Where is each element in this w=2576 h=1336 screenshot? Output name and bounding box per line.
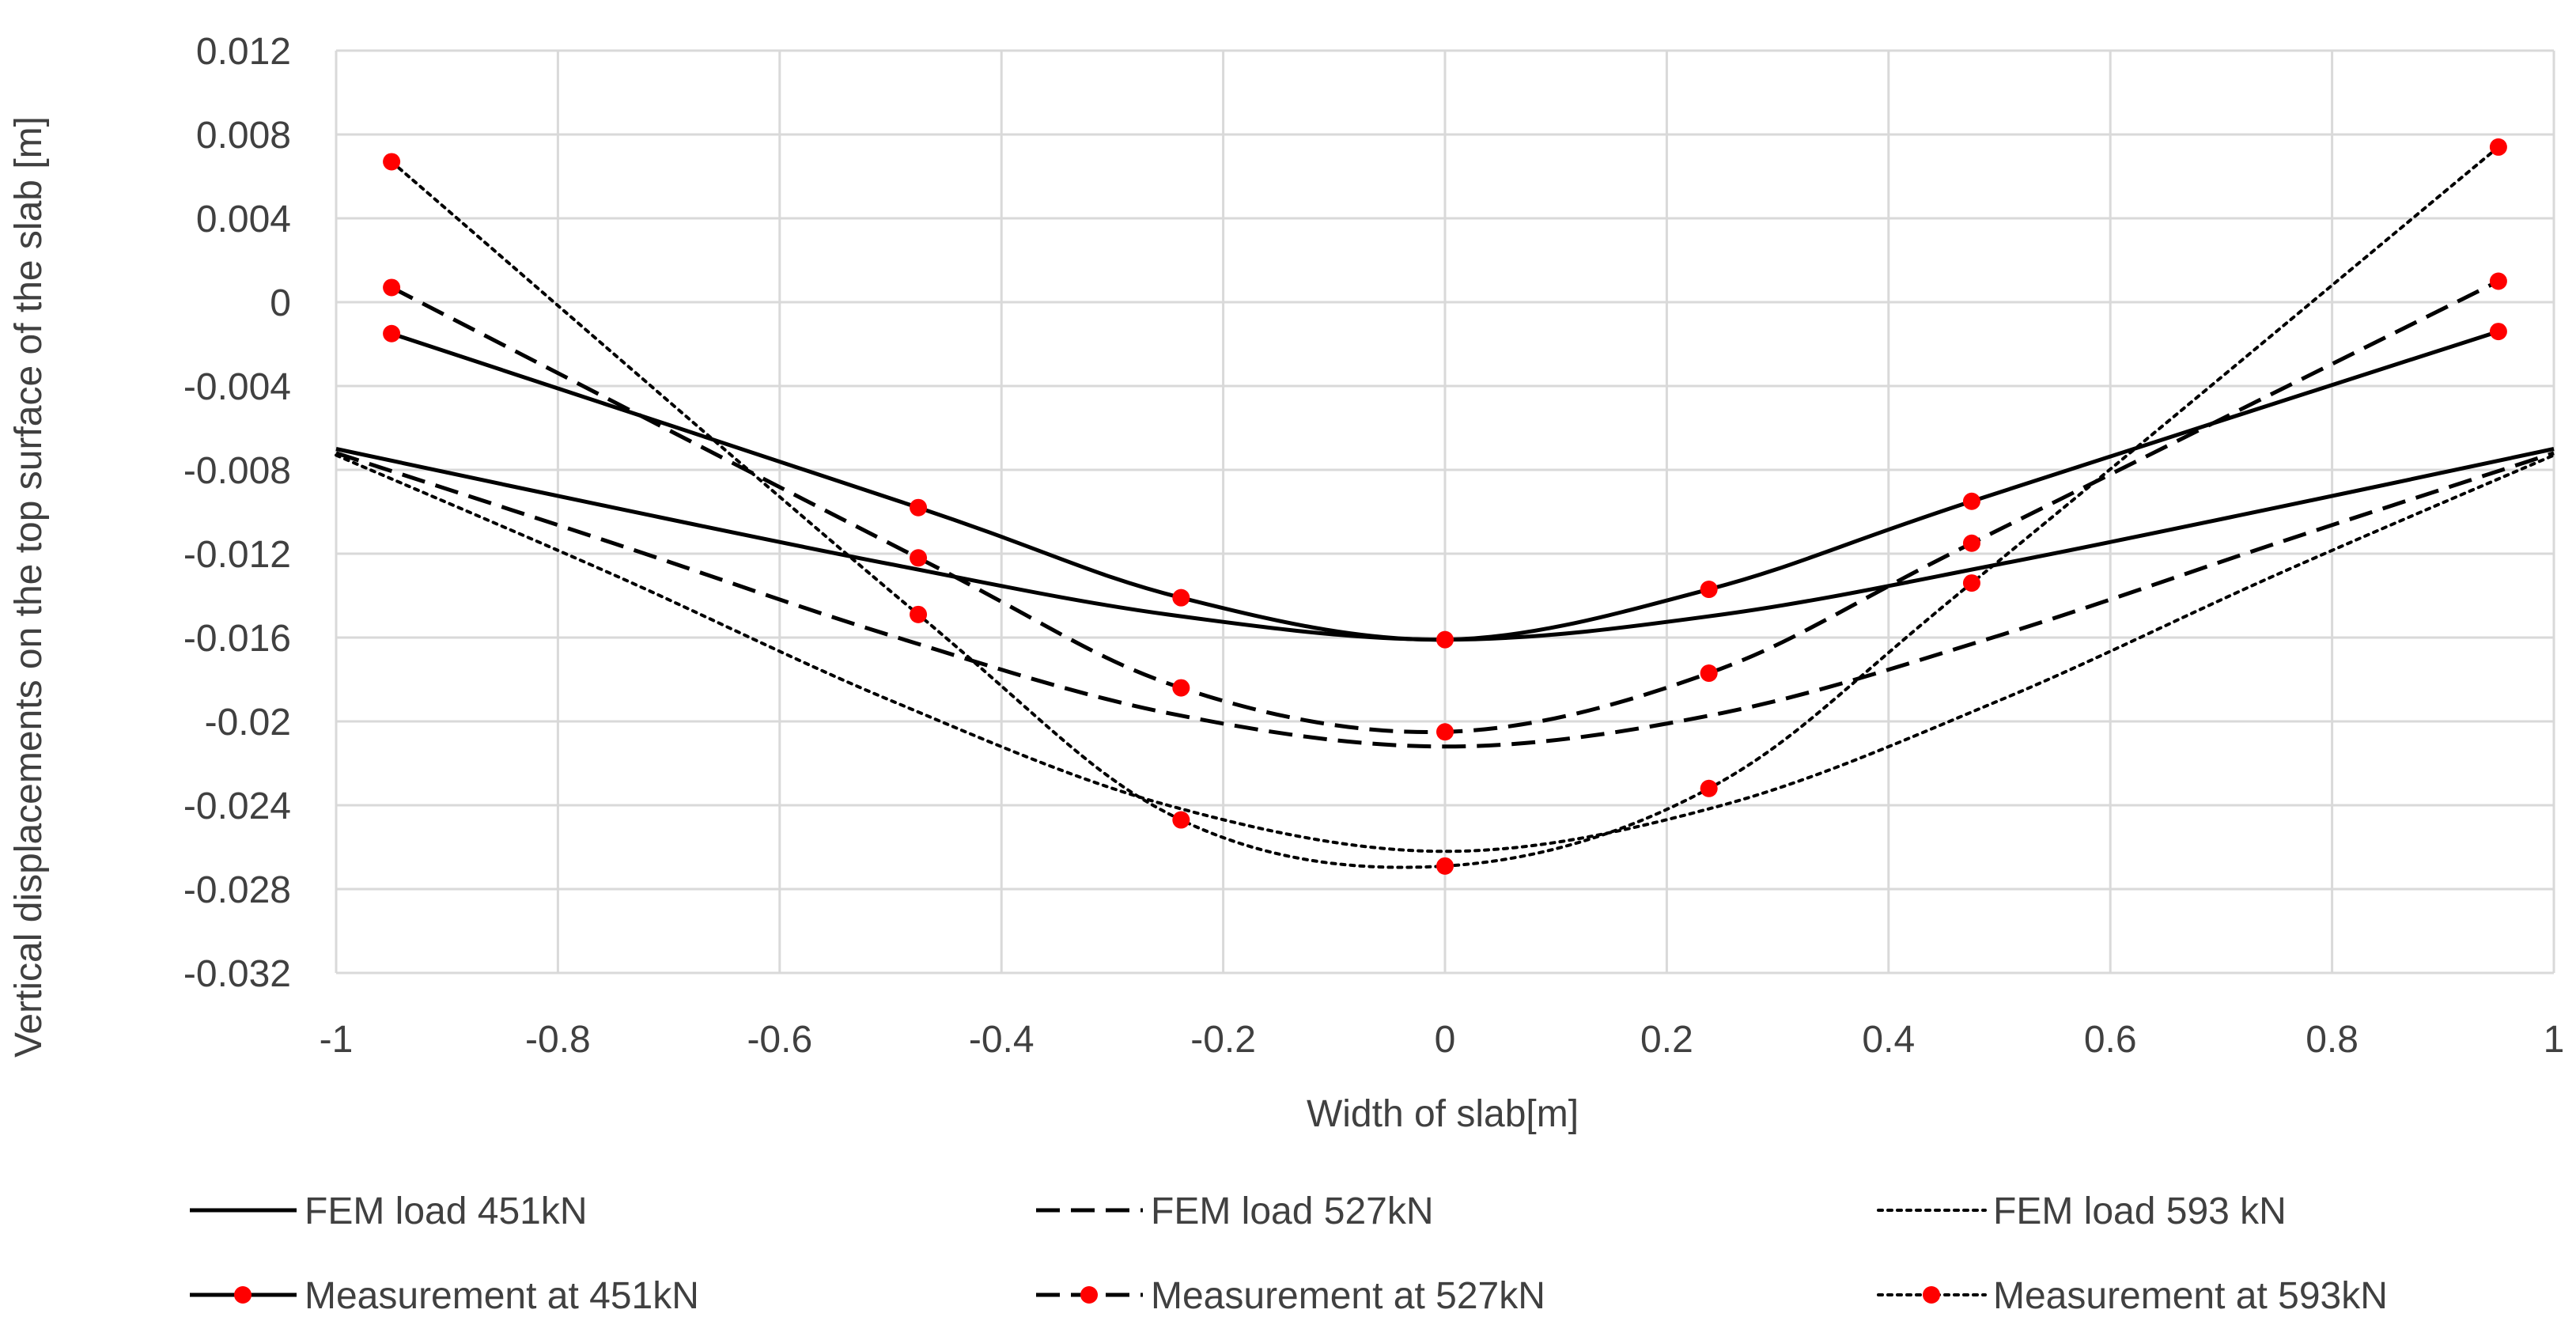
series-fem-load-527kn	[335, 451, 2555, 749]
y-tick-label: -0.016	[183, 618, 291, 660]
series-line	[335, 453, 2555, 853]
x-tick-label: -0.4	[969, 1019, 1035, 1061]
legend-marker	[1080, 1286, 1098, 1304]
y-tick-label: 0	[270, 282, 291, 324]
data-point	[1172, 589, 1190, 607]
data-point	[383, 278, 401, 297]
plot-area	[335, 138, 2555, 875]
y-axis-title: Vertical displacements on the top surfac…	[8, 116, 50, 1058]
legend-marker	[1923, 1286, 1940, 1304]
data-point	[1700, 779, 1718, 797]
data-point	[910, 549, 928, 567]
legend-label: Measurement at 451kN	[305, 1275, 699, 1317]
x-tick-label: 0.2	[1640, 1019, 1693, 1061]
legend-item: Measurement at 593kN	[1877, 1275, 2388, 1317]
legend-label: FEM load 593 kN	[1993, 1190, 2287, 1232]
series-measurement-at-527kn	[383, 272, 2507, 741]
data-point	[383, 153, 401, 171]
y-tick-label: 0.004	[196, 199, 291, 240]
data-point	[1436, 723, 1454, 741]
y-tick-label: -0.02	[205, 702, 291, 744]
x-tick-label: 0.8	[2306, 1019, 2358, 1061]
x-axis-title: Width of slab[m]	[1307, 1093, 1579, 1135]
legend-label: Measurement at 527kN	[1151, 1275, 1545, 1317]
x-tick-label: 1	[2544, 1019, 2565, 1061]
data-point	[1700, 664, 1718, 683]
data-point	[1436, 857, 1454, 875]
y-tick-label: 0.008	[196, 115, 291, 157]
x-tick-label: -0.2	[1190, 1019, 1256, 1061]
legend-label: FEM load 527kN	[1151, 1190, 1434, 1232]
x-tick-label: 0	[1435, 1019, 1456, 1061]
y-tick-label: -0.012	[183, 534, 291, 576]
legend-item: Measurement at 527kN	[1036, 1275, 1545, 1317]
data-point	[1172, 679, 1190, 697]
y-tick-label: -0.004	[183, 366, 291, 408]
data-point	[1962, 534, 1980, 552]
axis-ticks: 0.012 0.008 0.004 0 -0.004 -0.008 -0.012 -0.016…	[183, 31, 2564, 1061]
data-point	[2489, 138, 2507, 156]
data-point	[1436, 630, 1454, 649]
data-point	[1700, 581, 1718, 599]
y-tick-label: 0.012	[196, 31, 291, 73]
legend-item: FEM load 451kN	[190, 1190, 588, 1232]
x-tick-label: -0.6	[747, 1019, 812, 1061]
data-point	[2489, 272, 2507, 290]
x-tick-label: -0.8	[525, 1019, 591, 1061]
y-tick-label: -0.028	[183, 869, 291, 911]
legend-label: Measurement at 593kN	[1993, 1275, 2388, 1317]
y-tick-label: -0.024	[183, 785, 291, 827]
legend-item: FEM load 527kN	[1036, 1190, 1434, 1232]
legend: FEM load 451kN FEM load 527kN FEM load 593…	[190, 1190, 2388, 1317]
legend-marker	[234, 1286, 252, 1304]
grid	[335, 49, 2555, 975]
data-point	[1962, 492, 1980, 510]
data-point	[2489, 323, 2507, 341]
x-tick-label: -1	[320, 1019, 354, 1061]
data-point	[910, 605, 928, 623]
y-tick-label: -0.032	[183, 953, 291, 995]
legend-item: Measurement at 451kN	[190, 1275, 699, 1317]
y-tick-label: -0.008	[183, 450, 291, 492]
data-point	[383, 324, 401, 343]
series-line	[335, 451, 2555, 749]
data-point	[1172, 811, 1190, 829]
data-point	[1962, 574, 1980, 592]
series-measurement-at-593kn	[383, 138, 2507, 875]
x-tick-label: 0.6	[2084, 1019, 2137, 1061]
series-measurement-at-451kn	[383, 323, 2507, 649]
series-fem-load-593-kn	[335, 453, 2555, 853]
legend-item: FEM load 593 kN	[1877, 1190, 2287, 1232]
legend-label: FEM load 451kN	[305, 1190, 588, 1232]
x-tick-label: 0.4	[1862, 1019, 1915, 1061]
data-point	[910, 498, 928, 517]
